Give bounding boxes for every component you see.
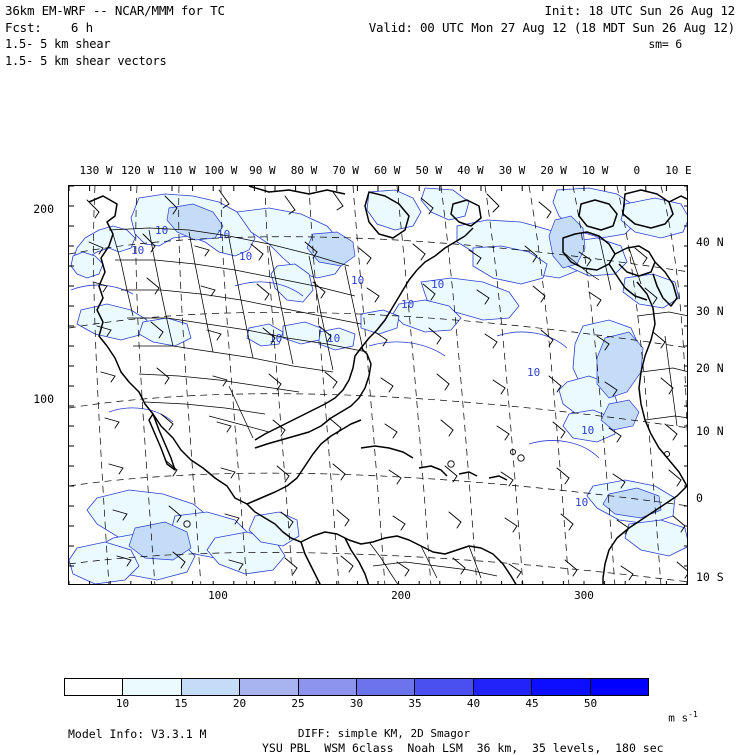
colorbar-swatch xyxy=(65,679,123,695)
axis-right-tick: 0 xyxy=(696,491,703,505)
header-model-title: 36km EM-WRF -- NCAR/MMM for TC xyxy=(5,3,225,18)
axis-top-tick: 10 E xyxy=(665,164,692,177)
axis-right-tick: 10 S xyxy=(696,570,724,584)
axis-bottom-tick: 200 xyxy=(391,589,411,602)
header-forecast-hour: Fcst: 6 h xyxy=(5,20,93,35)
axis-right-tick: 40 N xyxy=(696,235,724,249)
model-physics-options: YSU PBL WSM 6class Noah LSM 36 km, 35 le… xyxy=(262,741,664,755)
axis-top-tick: 60 W xyxy=(374,164,401,177)
header-valid-time: Valid: 00 UTC Mon 27 Aug 12 (18 MDT Sun … xyxy=(369,20,735,35)
axis-gridy-left: 200 100 xyxy=(0,185,64,585)
colorbar-swatch xyxy=(532,679,590,695)
axis-top-tick: 10 W xyxy=(582,164,609,177)
axis-top-tick: 120 W xyxy=(121,164,154,177)
colorbar-swatch xyxy=(591,679,648,695)
axis-right-tick: 30 N xyxy=(696,304,724,318)
colorbar-tick-label: 40 xyxy=(467,697,480,710)
colorbar-tick-label: 50 xyxy=(584,697,597,710)
colorbar[interactable] xyxy=(64,678,649,696)
axis-top-tick: 80 W xyxy=(291,164,318,177)
axis-top-tick: 30 W xyxy=(499,164,526,177)
axis-longitude-top: 130 W 120 W 110 W 100 W 90 W 80 W 70 W 60 W 50 W… xyxy=(68,164,688,180)
colorbar-swatch xyxy=(182,679,240,695)
axis-top-tick: 100 W xyxy=(204,164,237,177)
colorbar-tick-label: 15 xyxy=(174,697,187,710)
colorbar-swatch xyxy=(299,679,357,695)
axis-top-tick: 110 W xyxy=(163,164,196,177)
colorbar-tick-labels: 10 15 20 25 30 35 40 45 50 xyxy=(64,697,649,711)
frame-ticks xyxy=(69,186,688,585)
map-frame: 10 10 10 10 10 10 10 10 10 10 10 10 10 xyxy=(68,185,688,585)
colorbar-tick-label: 10 xyxy=(116,697,129,710)
colorbar-tick-label: 35 xyxy=(408,697,421,710)
axis-bottom-tick: 100 xyxy=(208,589,228,602)
colorbar-swatch xyxy=(123,679,181,695)
colorbar-swatch xyxy=(415,679,473,695)
axis-top-tick: 20 W xyxy=(540,164,567,177)
header-field-name: 1.5- 5 km shear xyxy=(5,37,110,51)
axis-gridx-bottom: 100 200 300 xyxy=(68,589,688,605)
map-panel[interactable]: 10 10 10 10 10 10 10 10 10 10 10 10 10 xyxy=(68,185,688,585)
header-init-time: Init: 18 UTC Sun 26 Aug 12 xyxy=(545,3,735,18)
colorbar-swatch xyxy=(357,679,415,695)
colorbar-swatch xyxy=(240,679,298,695)
axis-right-tick: 10 N xyxy=(696,424,724,438)
axis-top-tick: 90 W xyxy=(249,164,276,177)
axis-top-tick: 50 W xyxy=(416,164,443,177)
axis-bottom-tick: 300 xyxy=(574,589,594,602)
header-smoothing: sm= 6 xyxy=(648,37,682,51)
footer-diffusion-info: DIFF: simple KM, 2D Smagor xyxy=(0,727,740,740)
colorbar-tick-label: 25 xyxy=(291,697,304,710)
axis-top-tick: 130 W xyxy=(79,164,112,177)
colorbar-tick-label: 30 xyxy=(350,697,363,710)
colorbar-tick-label: 45 xyxy=(525,697,538,710)
chart-header: 36km EM-WRF -- NCAR/MMM for TC Fcst: 6 h… xyxy=(0,0,740,70)
colorbar-tick-label: 20 xyxy=(233,697,246,710)
axis-top-tick: 70 W xyxy=(332,164,359,177)
axis-left-tick: 100 xyxy=(33,392,54,406)
axis-left-tick: 200 xyxy=(33,202,54,216)
axis-top-tick: 0 xyxy=(633,164,640,177)
axis-top-tick: 40 W xyxy=(457,164,484,177)
header-vector-name: 1.5- 5 km shear vectors xyxy=(5,54,167,68)
axis-right-tick: 20 N xyxy=(696,361,724,375)
axis-latitude-right: 40 N 30 N 20 N 10 N 0 10 S xyxy=(692,185,740,585)
colorbar-swatch xyxy=(474,679,532,695)
